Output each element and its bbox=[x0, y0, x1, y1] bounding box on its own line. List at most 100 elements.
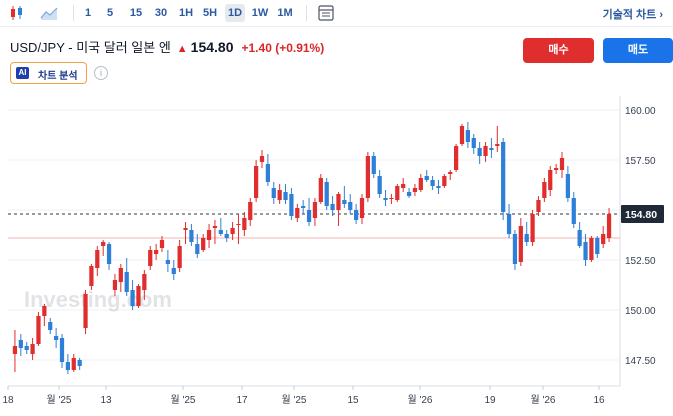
x-tick-label: 월 '25 bbox=[281, 394, 306, 406]
interval-1m-button[interactable]: 1 bbox=[84, 7, 92, 19]
candle-body bbox=[518, 226, 523, 262]
candle-body bbox=[206, 230, 212, 240]
current-price-label: 154.80 bbox=[625, 209, 657, 221]
candle-body bbox=[154, 250, 159, 254]
candle-body bbox=[236, 224, 241, 225]
candle-body bbox=[477, 148, 482, 156]
candle-body bbox=[454, 146, 459, 170]
candle-body bbox=[606, 214, 612, 238]
candle-body bbox=[371, 156, 376, 174]
candle-body bbox=[348, 202, 353, 210]
candle-body bbox=[248, 202, 253, 220]
candle-body bbox=[330, 204, 335, 210]
ai-icon: AI bbox=[16, 67, 29, 79]
candle-body bbox=[365, 156, 370, 198]
candle-body bbox=[254, 166, 259, 198]
candle-body bbox=[589, 238, 594, 260]
instrument-title: USD/JPY - 미국 달러 일본 엔 bbox=[10, 40, 171, 55]
candle-body bbox=[183, 228, 188, 230]
y-tick-label: 157.50 bbox=[625, 156, 656, 167]
interval-15m-button[interactable]: 15 bbox=[129, 7, 143, 19]
x-tick-label: 15 bbox=[347, 395, 359, 406]
candle-body bbox=[601, 234, 606, 244]
sell-button[interactable]: 매도 bbox=[603, 38, 673, 63]
candle-body bbox=[165, 260, 170, 264]
technical-chart-link[interactable]: 기술적 차트 › bbox=[602, 9, 663, 21]
candle-body bbox=[95, 250, 100, 268]
candle-body bbox=[24, 346, 29, 350]
candle-body bbox=[306, 210, 312, 222]
toolbar-divider bbox=[73, 5, 74, 21]
y-tick-label: 150.00 bbox=[625, 306, 656, 317]
candle-body bbox=[295, 208, 300, 218]
candle-body bbox=[318, 178, 323, 202]
candle-body bbox=[201, 238, 206, 250]
interval-1mo-button[interactable]: 1M bbox=[277, 7, 293, 19]
candle-body bbox=[389, 198, 394, 199]
candle-body bbox=[383, 198, 388, 200]
candle-body bbox=[489, 148, 494, 150]
candle-body bbox=[424, 176, 429, 180]
candle-body bbox=[48, 322, 53, 330]
candle-body bbox=[354, 210, 359, 220]
candle-body bbox=[189, 230, 194, 242]
interval-5m-button[interactable]: 5 bbox=[106, 7, 114, 19]
candle-body bbox=[324, 182, 329, 206]
candle-body bbox=[571, 198, 576, 224]
candle-body bbox=[495, 144, 500, 146]
ai-chart-analysis-label: 차트 분석 bbox=[38, 71, 78, 82]
candle-body bbox=[177, 246, 182, 268]
candle-body bbox=[577, 230, 582, 246]
candle-body bbox=[265, 164, 270, 182]
ai-chart-analysis-button[interactable]: AI 차트 분석 bbox=[10, 62, 87, 84]
candle-body bbox=[395, 186, 400, 200]
candle-body bbox=[54, 336, 59, 340]
buy-button[interactable]: 매수 bbox=[523, 38, 594, 63]
interval-1d-button[interactable]: 1D bbox=[225, 4, 245, 22]
candle-body bbox=[36, 316, 41, 344]
x-tick-label: 13 bbox=[100, 395, 112, 406]
candle-body bbox=[224, 234, 229, 238]
candle-body bbox=[283, 192, 288, 200]
up-arrow-icon: ▲ bbox=[176, 43, 188, 55]
candle-body bbox=[459, 126, 465, 144]
investing-watermark: Investing.com bbox=[24, 287, 172, 312]
candle-body bbox=[89, 266, 94, 286]
candle-body bbox=[465, 130, 470, 142]
candlestick-icon[interactable] bbox=[8, 4, 26, 22]
candle-body bbox=[501, 142, 506, 212]
candle-body bbox=[506, 214, 512, 234]
price-change: +1.40 (+0.91%) bbox=[241, 41, 325, 55]
candle-body bbox=[136, 286, 141, 306]
candle-body bbox=[530, 214, 535, 242]
candle-body bbox=[195, 244, 200, 254]
x-tick-label: 17 bbox=[236, 395, 248, 406]
candle-body bbox=[418, 178, 423, 190]
x-tick-label: 18 bbox=[2, 395, 14, 406]
candle-body bbox=[271, 188, 276, 198]
last-price: 154.80 bbox=[190, 39, 234, 55]
x-tick-label: 월 '26 bbox=[530, 394, 555, 406]
interval-1w-button[interactable]: 1W bbox=[251, 7, 269, 19]
candle-body bbox=[112, 280, 118, 290]
candle-body bbox=[436, 186, 441, 188]
interval-5h-button[interactable]: 5H bbox=[202, 7, 218, 19]
indicators-icon[interactable] bbox=[317, 4, 335, 22]
x-tick-label: 16 bbox=[593, 395, 605, 406]
candle-body bbox=[524, 234, 529, 242]
candle-body bbox=[18, 340, 23, 348]
candle-body bbox=[171, 268, 176, 274]
candle-body bbox=[218, 230, 223, 234]
area-chart-icon[interactable] bbox=[40, 4, 58, 22]
candle-body bbox=[359, 198, 365, 218]
candle-body bbox=[242, 218, 247, 230]
candle-body bbox=[554, 168, 559, 170]
interval-30m-button[interactable]: 30 bbox=[154, 7, 168, 19]
info-icon[interactable]: i bbox=[94, 66, 108, 80]
interval-1h-button[interactable]: 1H bbox=[178, 7, 194, 19]
x-tick-label: 19 bbox=[484, 395, 496, 406]
x-tick-label: 월 '25 bbox=[170, 394, 195, 406]
candle-body bbox=[159, 240, 165, 248]
candle-body bbox=[430, 180, 435, 186]
